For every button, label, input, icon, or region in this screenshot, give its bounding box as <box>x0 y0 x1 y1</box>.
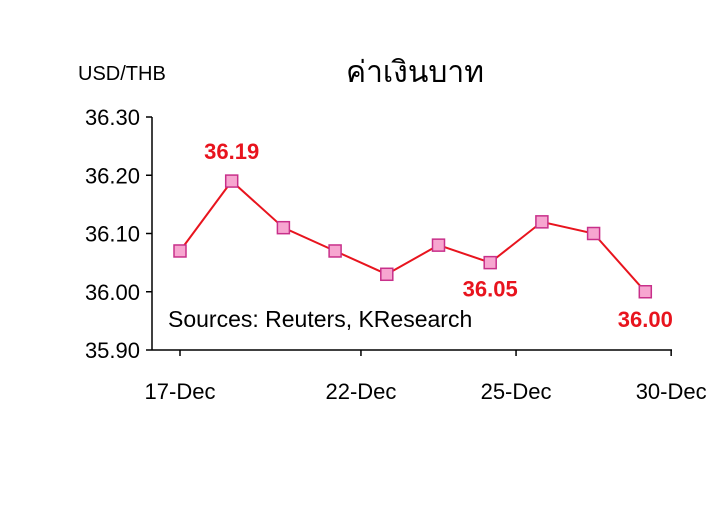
chart-title: ค่าเงินบาท <box>346 56 484 89</box>
data-points <box>173 174 653 299</box>
data-label: 36.00 <box>618 307 673 332</box>
y-axis-unit-label: USD/THB <box>78 63 166 85</box>
data-point-marker <box>380 267 394 282</box>
x-tick-label: 22-Dec <box>325 379 396 404</box>
x-tick-label: 30-Dec <box>636 379 707 404</box>
data-label: 36.05 <box>463 277 518 302</box>
data-point-marker <box>224 174 239 188</box>
y-tick-label: 36.00 <box>85 280 140 305</box>
y-tick-label: 35.90 <box>85 338 140 363</box>
data-point-marker <box>535 215 549 229</box>
y-tick-label: 36.10 <box>85 222 140 247</box>
axes <box>146 116 672 356</box>
y-tick-labels: 36.30 36.20 36.10 36.00 35.90 <box>85 105 140 363</box>
series-line <box>179 179 647 293</box>
data-point-marker <box>276 220 291 235</box>
data-point-marker <box>483 255 497 270</box>
data-labels: 36.19 36.05 36.00 <box>204 139 673 332</box>
data-label: 36.19 <box>204 139 259 164</box>
data-point-marker <box>431 238 446 252</box>
x-tick-label: 25-Dec <box>481 379 552 404</box>
y-tick-label: 36.30 <box>85 105 140 130</box>
x-tick-labels: 17-Dec 22-Dec 25-Dec 30-Dec <box>145 379 707 404</box>
data-point-marker <box>328 244 342 258</box>
data-point-marker <box>586 226 601 241</box>
source-annotation: Sources: Reuters, KResearch <box>168 306 472 332</box>
x-tick-label: 17-Dec <box>145 379 216 404</box>
data-point-marker <box>638 285 653 299</box>
y-tick-label: 36.20 <box>85 163 140 188</box>
data-point-marker <box>173 244 187 258</box>
